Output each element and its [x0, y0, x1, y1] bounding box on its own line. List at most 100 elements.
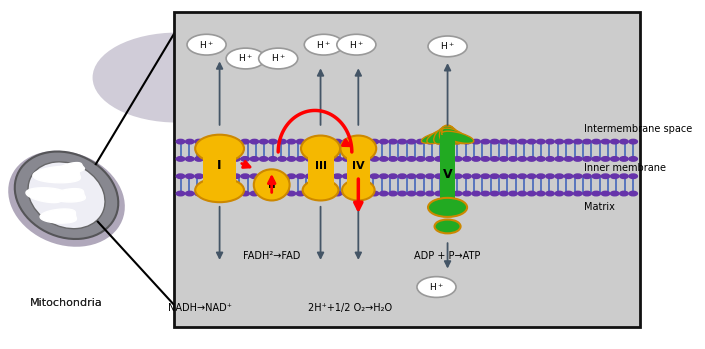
Circle shape — [546, 157, 554, 161]
Circle shape — [583, 174, 591, 178]
Circle shape — [333, 157, 342, 161]
Circle shape — [296, 191, 305, 196]
Circle shape — [305, 139, 314, 144]
Circle shape — [241, 174, 250, 178]
Circle shape — [583, 191, 591, 196]
Circle shape — [518, 174, 527, 178]
Circle shape — [204, 157, 212, 161]
Circle shape — [176, 191, 185, 196]
Circle shape — [324, 139, 333, 144]
Circle shape — [343, 191, 351, 196]
Circle shape — [388, 191, 397, 196]
Circle shape — [370, 139, 379, 144]
Ellipse shape — [422, 131, 453, 143]
Circle shape — [185, 191, 194, 196]
Polygon shape — [26, 188, 65, 203]
Polygon shape — [52, 188, 85, 202]
Circle shape — [472, 157, 480, 161]
Circle shape — [629, 174, 637, 178]
Circle shape — [370, 191, 379, 196]
Circle shape — [407, 174, 416, 178]
Circle shape — [426, 139, 434, 144]
Circle shape — [305, 34, 343, 55]
Circle shape — [620, 191, 628, 196]
Circle shape — [574, 174, 582, 178]
Circle shape — [453, 191, 462, 196]
Circle shape — [204, 174, 212, 178]
Circle shape — [611, 191, 619, 196]
FancyBboxPatch shape — [307, 142, 333, 194]
Circle shape — [305, 191, 314, 196]
Circle shape — [250, 157, 259, 161]
Circle shape — [343, 139, 351, 144]
Circle shape — [195, 157, 203, 161]
Circle shape — [195, 174, 203, 178]
Circle shape — [315, 139, 324, 144]
Circle shape — [213, 191, 221, 196]
Ellipse shape — [301, 135, 340, 162]
Circle shape — [509, 191, 517, 196]
FancyBboxPatch shape — [347, 142, 370, 194]
Circle shape — [223, 174, 231, 178]
Circle shape — [428, 36, 467, 57]
Ellipse shape — [28, 162, 105, 229]
Circle shape — [491, 191, 499, 196]
Circle shape — [388, 157, 397, 161]
Text: H$^+$: H$^+$ — [440, 40, 455, 52]
Circle shape — [337, 34, 376, 55]
Circle shape — [472, 139, 480, 144]
Circle shape — [232, 174, 240, 178]
Circle shape — [462, 139, 471, 144]
Circle shape — [352, 139, 360, 144]
Text: Mitochondria: Mitochondria — [30, 298, 103, 307]
Circle shape — [417, 191, 425, 196]
Circle shape — [370, 157, 379, 161]
Circle shape — [223, 191, 231, 196]
Circle shape — [592, 157, 601, 161]
Circle shape — [546, 139, 554, 144]
Circle shape — [453, 174, 462, 178]
Circle shape — [500, 139, 508, 144]
Circle shape — [296, 139, 305, 144]
Circle shape — [518, 191, 527, 196]
Ellipse shape — [341, 135, 376, 162]
Circle shape — [435, 191, 443, 196]
Circle shape — [417, 139, 425, 144]
Circle shape — [491, 139, 499, 144]
Circle shape — [481, 191, 489, 196]
Circle shape — [241, 157, 250, 161]
Circle shape — [379, 139, 388, 144]
Circle shape — [481, 139, 489, 144]
Text: FADH²→FAD: FADH²→FAD — [243, 251, 300, 261]
Circle shape — [379, 174, 388, 178]
Circle shape — [370, 174, 379, 178]
Circle shape — [287, 139, 295, 144]
Circle shape — [481, 174, 489, 178]
Text: H$^+$: H$^+$ — [238, 53, 253, 64]
Text: H$^+$: H$^+$ — [200, 39, 214, 51]
Circle shape — [361, 191, 369, 196]
Circle shape — [500, 157, 508, 161]
Circle shape — [343, 174, 351, 178]
Ellipse shape — [442, 128, 468, 144]
Circle shape — [555, 191, 563, 196]
Circle shape — [278, 191, 286, 196]
Circle shape — [601, 157, 610, 161]
Circle shape — [333, 139, 342, 144]
Polygon shape — [40, 209, 76, 223]
Circle shape — [315, 174, 324, 178]
Circle shape — [204, 139, 212, 144]
Circle shape — [500, 191, 508, 196]
Circle shape — [527, 139, 536, 144]
Circle shape — [232, 139, 240, 144]
Circle shape — [259, 174, 268, 178]
Circle shape — [444, 139, 453, 144]
Circle shape — [417, 277, 456, 297]
Circle shape — [259, 157, 268, 161]
Circle shape — [472, 191, 480, 196]
Circle shape — [611, 139, 619, 144]
Text: ADP + P→ATP: ADP + P→ATP — [415, 251, 481, 261]
Text: 2H⁺+1/2 O₂→H₂O: 2H⁺+1/2 O₂→H₂O — [308, 303, 392, 313]
Circle shape — [611, 174, 619, 178]
FancyBboxPatch shape — [203, 142, 236, 194]
